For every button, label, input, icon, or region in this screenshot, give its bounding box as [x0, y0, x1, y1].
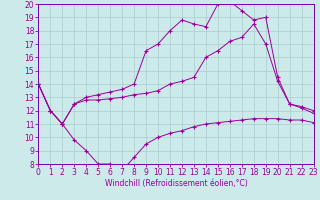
X-axis label: Windchill (Refroidissement éolien,°C): Windchill (Refroidissement éolien,°C)	[105, 179, 247, 188]
